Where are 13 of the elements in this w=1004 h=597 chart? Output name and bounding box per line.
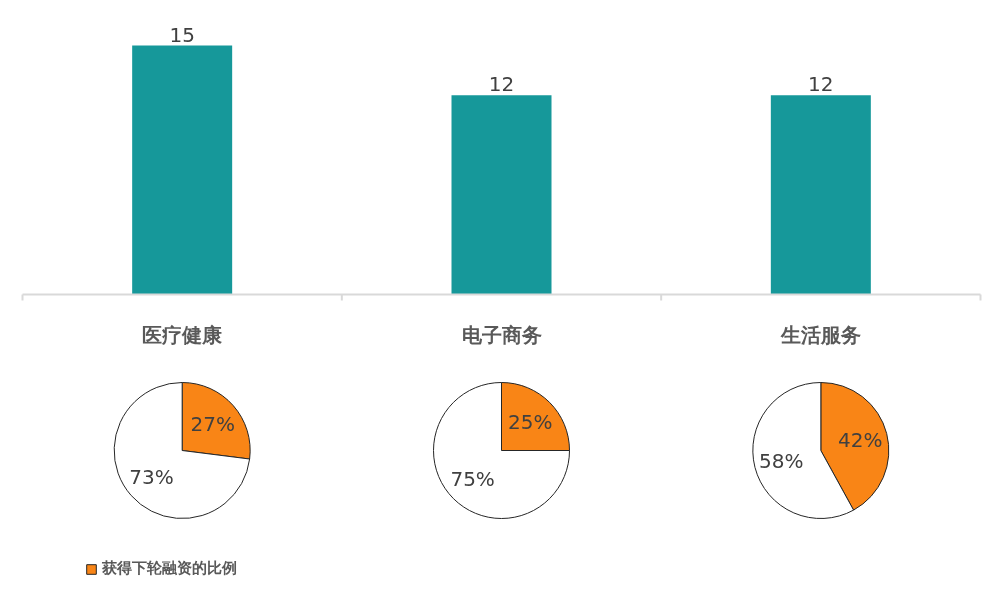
data-label: 73% bbox=[129, 465, 174, 490]
data-label: 15 bbox=[169, 22, 195, 47]
data-label: 75% bbox=[450, 467, 495, 492]
x-tick-label: 生活服务 bbox=[779, 322, 861, 347]
x-tick-label: 电子商务 bbox=[461, 322, 542, 347]
legend-label: 获得下轮融资的比例 bbox=[102, 559, 237, 578]
data-label: 12 bbox=[488, 72, 515, 97]
data-label: 25% bbox=[508, 409, 553, 434]
x-tick-label: 医疗健康 bbox=[142, 322, 224, 347]
data-label: 27% bbox=[190, 411, 235, 436]
data-label: 12 bbox=[808, 72, 834, 97]
data-label: 42% bbox=[838, 428, 883, 453]
data-label: 58% bbox=[759, 448, 804, 473]
